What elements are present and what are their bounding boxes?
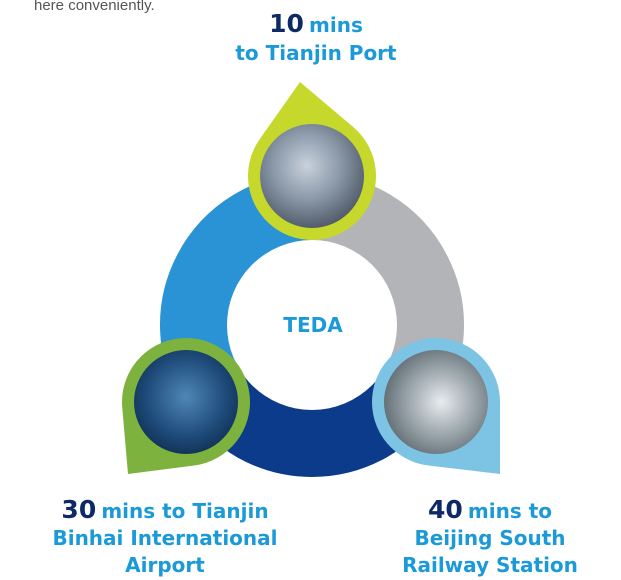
time-text: mins bbox=[309, 13, 363, 37]
destination-heading: 10 mins bbox=[269, 9, 363, 38]
destination-text: Beijing South bbox=[414, 526, 565, 550]
time-text: mins to Tianjin bbox=[101, 499, 268, 523]
destination-text: Binhai International bbox=[52, 526, 277, 550]
intro-text: here conveniently. bbox=[34, 0, 155, 14]
diagram bbox=[122, 82, 500, 474]
center-label: TEDA bbox=[283, 313, 343, 337]
destination-text: Airport bbox=[125, 553, 205, 577]
time-number: 10 bbox=[269, 9, 304, 38]
location-photo bbox=[134, 350, 238, 454]
destination-heading: 40 mins to bbox=[428, 495, 552, 524]
time-number: 30 bbox=[61, 495, 96, 524]
destination-heading: 30 mins to Tianjin bbox=[61, 495, 268, 524]
location-photo bbox=[260, 124, 364, 228]
time-text: mins to bbox=[468, 499, 552, 523]
location-photo bbox=[384, 350, 488, 454]
destination-text: Railway Station bbox=[402, 553, 578, 577]
infographic: here conveniently. TEDA 10 mins to Tianj… bbox=[0, 0, 621, 580]
time-number: 40 bbox=[428, 495, 463, 524]
destination-text: to Tianjin Port bbox=[235, 41, 397, 65]
